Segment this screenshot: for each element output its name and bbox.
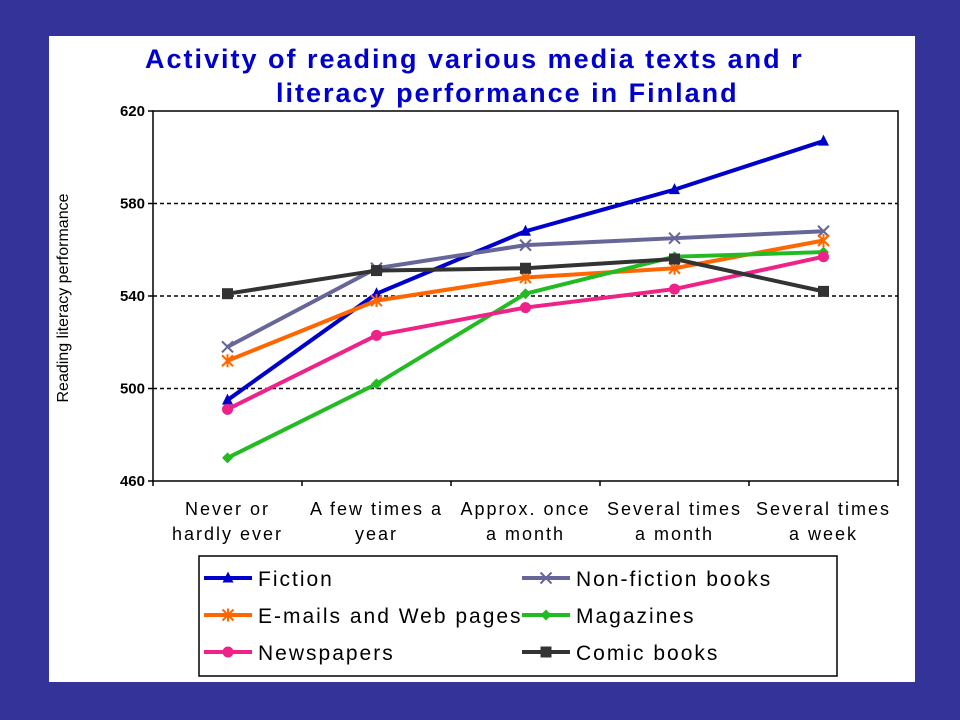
data-point xyxy=(520,302,531,314)
data-point xyxy=(669,283,680,295)
data-point xyxy=(221,354,234,368)
series-comic-books xyxy=(222,253,829,300)
data-point xyxy=(222,403,233,415)
data-point xyxy=(818,251,829,263)
x-tick-label: A few times a xyxy=(310,499,443,519)
data-point xyxy=(370,294,383,308)
data-point xyxy=(371,329,382,341)
legend-label: Magazines xyxy=(576,605,696,628)
x-tick-label: Several times xyxy=(607,499,742,519)
data-point xyxy=(669,253,680,265)
y-tick-label: 580 xyxy=(120,196,145,213)
legend-item: E-mails and Web pages xyxy=(204,605,523,628)
chart-title: Activity of reading various media texts … xyxy=(145,44,804,108)
y-axis-label: Reading literacy performance xyxy=(55,193,72,402)
chart-frame: Activity of reading various media texts … xyxy=(49,36,915,682)
data-point xyxy=(668,231,681,245)
legend-label: Fiction xyxy=(258,568,334,591)
chart-title-line-1: Activity of reading various media texts … xyxy=(145,44,804,74)
legend-item: Non-fiction books xyxy=(522,568,772,591)
chart: Activity of reading various media texts … xyxy=(55,44,899,677)
data-point xyxy=(371,265,382,277)
data-point xyxy=(817,225,830,238)
data-point xyxy=(371,287,382,299)
legend-marker xyxy=(221,608,235,622)
data-point xyxy=(817,234,830,247)
chart-title-line-2: literacy performance in Finland xyxy=(276,78,739,108)
x-tick-label: Approx. once xyxy=(460,499,590,519)
y-tick-label: 540 xyxy=(120,288,145,305)
data-point xyxy=(371,378,382,390)
legend-marker xyxy=(222,571,234,583)
x-tick-label: hardly ever xyxy=(172,524,283,544)
y-tick-label: 500 xyxy=(120,381,145,398)
x-tick-label: Never or xyxy=(185,499,270,519)
data-point xyxy=(520,288,531,300)
legend-marker xyxy=(540,646,552,658)
legend-box xyxy=(198,555,838,677)
legend-label: Non-fiction books xyxy=(576,568,772,591)
data-point xyxy=(221,340,234,354)
series-fiction xyxy=(222,134,829,405)
data-point xyxy=(669,183,680,195)
y-tick-label: 620 xyxy=(120,103,145,120)
legend-label: Comic books xyxy=(576,642,719,665)
x-tick-label: a week xyxy=(789,524,858,544)
legend-marker xyxy=(222,646,234,658)
legend-label: E-mails and Web pages xyxy=(258,605,523,628)
x-tick-label: Several times xyxy=(756,499,891,519)
legend: Fiction Non-fiction books E-mails and Web … xyxy=(198,555,838,677)
legend-item: Fiction xyxy=(204,568,334,591)
legend-item: Comic books xyxy=(522,642,719,665)
plot-area: 460 500 540 580 620 Never or hardly ever A few … xyxy=(120,103,899,544)
data-point xyxy=(520,224,531,236)
x-tick-label: a month xyxy=(635,524,714,544)
legend-item: Newspapers xyxy=(204,642,395,665)
data-point xyxy=(222,288,233,300)
data-point xyxy=(520,262,531,274)
data-point xyxy=(519,238,532,252)
data-point xyxy=(818,285,829,297)
legend-item: Magazines xyxy=(522,605,696,628)
series-e-mails-and-web-pages xyxy=(221,234,830,368)
legend-marker xyxy=(540,609,552,621)
y-tick-label: 460 xyxy=(120,473,145,490)
legend-label: Newspapers xyxy=(258,642,395,665)
data-point xyxy=(818,134,829,146)
series-newspapers xyxy=(222,251,829,415)
x-tick-label: a month xyxy=(486,524,565,544)
x-tick-label: year xyxy=(355,524,398,544)
data-point xyxy=(222,452,233,464)
data-point xyxy=(222,393,233,405)
legend-marker xyxy=(539,571,553,585)
